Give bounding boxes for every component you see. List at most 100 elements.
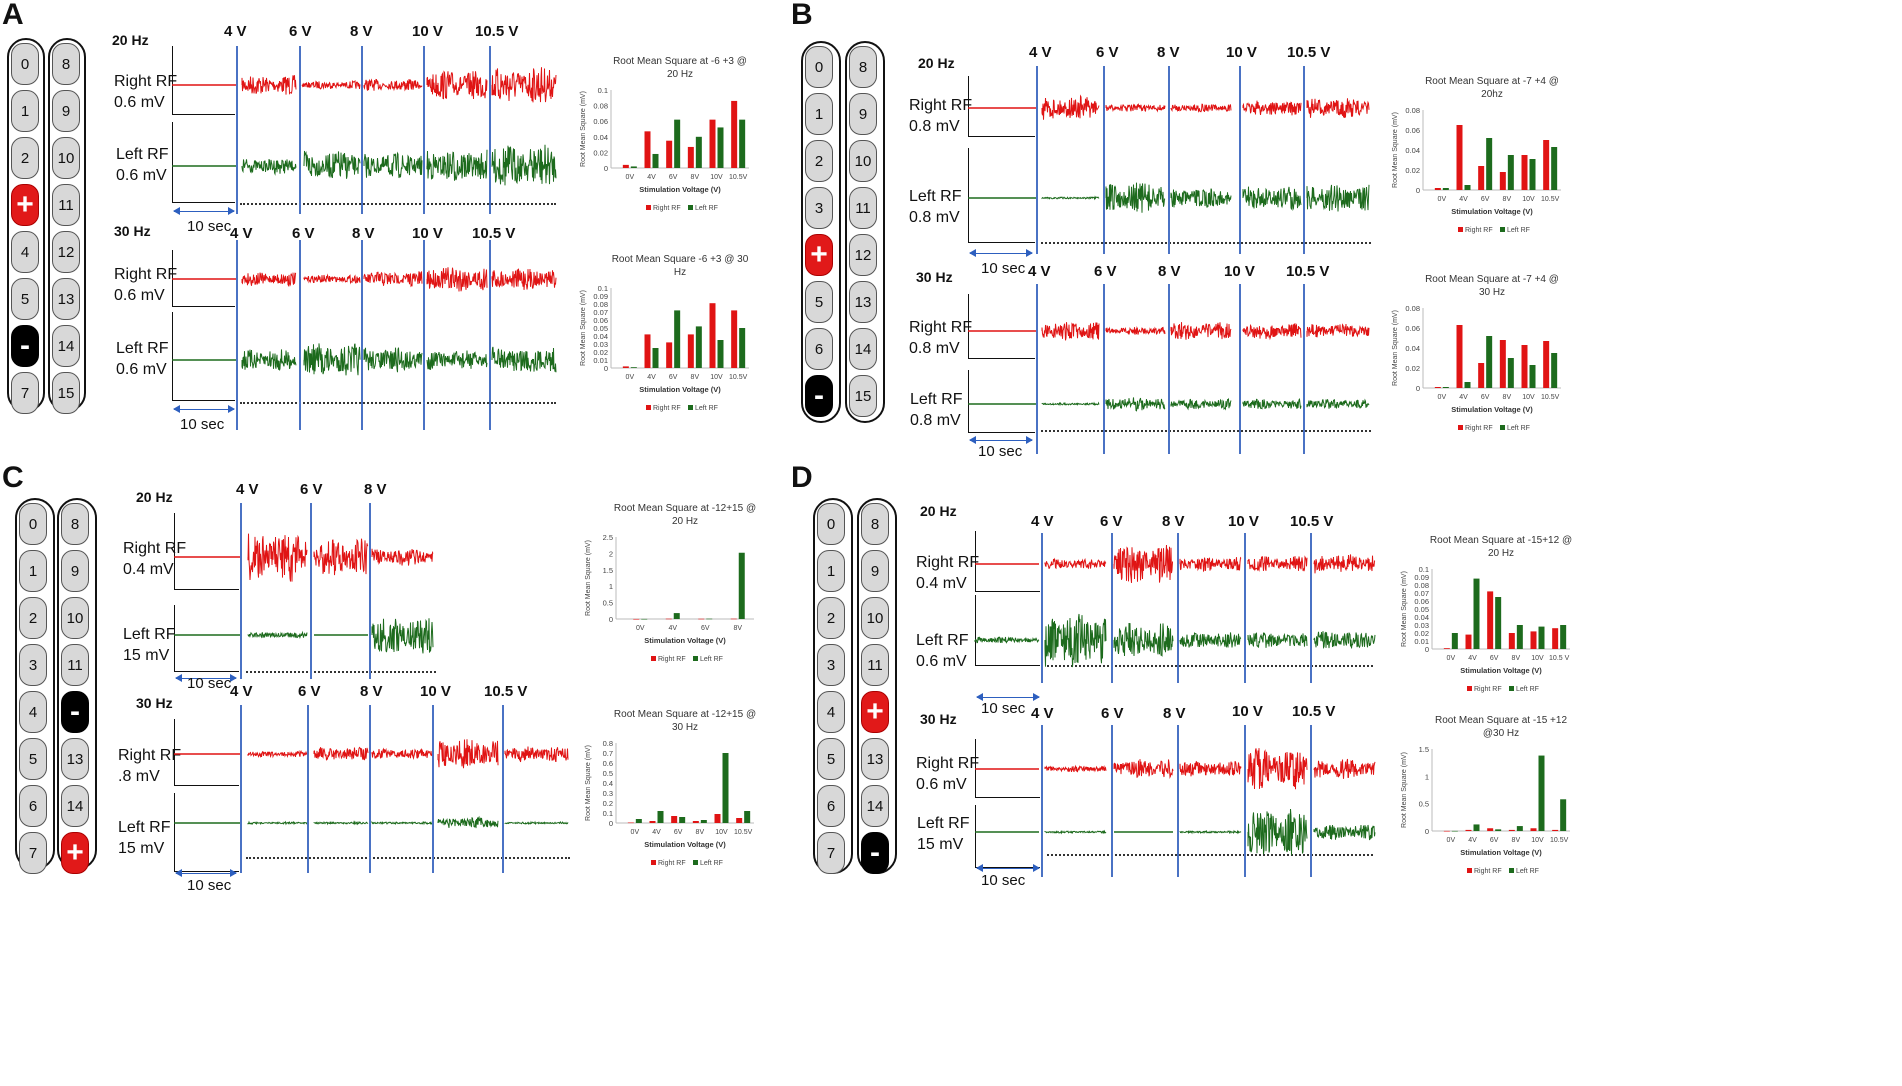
legend-swatch (688, 405, 693, 410)
left-rf-bar (739, 119, 746, 168)
chart-title: Root Mean Square at -12+15 @ 20 Hz (614, 503, 756, 527)
voltage-label: 4 V (224, 23, 247, 40)
amplitude-scale-bracket (968, 148, 1035, 243)
chart-title: Root Mean Square -6 +3 @ 30 Hz (612, 254, 749, 278)
voltage-label: 6 V (1096, 44, 1119, 61)
stim-onset-line (361, 46, 363, 214)
x-tick-label: 8V (691, 374, 700, 381)
x-tick-label: 4V (1459, 196, 1468, 203)
voltage-label: 10 V (1224, 263, 1255, 280)
electrode-contact: 8 (849, 46, 877, 88)
amplitude-scale-bracket (174, 719, 239, 786)
legend-swatch (693, 860, 698, 865)
emg-segment (247, 533, 308, 582)
anode-contact: + (805, 234, 833, 276)
emg-segment (1105, 182, 1166, 213)
left-rf-bar (630, 166, 637, 168)
amplitude-scale-bracket (172, 312, 235, 401)
electrode-contact: 7 (11, 372, 39, 414)
right-rf-bar (709, 303, 716, 368)
electrode-contact: 13 (861, 738, 889, 780)
voltage-label: 4 V (1031, 705, 1054, 722)
voltage-label: 4 V (1029, 44, 1052, 61)
electrode-contact: 5 (19, 738, 47, 780)
stim-onset-line (1036, 284, 1038, 454)
emg-segment (363, 78, 423, 92)
emg-segment (1105, 102, 1166, 113)
left-rf-label: Left RF 0.6 mV (116, 146, 169, 184)
x-tick-label: 6V (701, 625, 710, 632)
voltage-label: 10.5 V (1287, 44, 1331, 61)
emg-segment (1179, 760, 1242, 777)
legend-swatch (1467, 868, 1472, 873)
x-tick-label: 10.5V (734, 829, 753, 836)
emg-segment (1313, 631, 1376, 649)
emg-segment (504, 746, 569, 763)
left-rf-bar (1442, 188, 1449, 190)
stim-onset-line (299, 46, 301, 214)
emg-segment (301, 79, 361, 90)
rms-bar-chart: Root Mean Square at -15+12 @20 Hz00.010.… (1401, 535, 1572, 693)
legend-swatch (688, 205, 693, 210)
time-scale-arrow (969, 436, 1033, 444)
x-tick-label: 6V (1481, 394, 1490, 401)
left-rf-label: Left RF 0.6 mV (916, 632, 969, 670)
emg-segment (247, 630, 308, 640)
emg-trace-svg (174, 815, 569, 829)
legend-swatch (1500, 425, 1505, 430)
legend-swatch (1509, 868, 1514, 873)
emg-segment (303, 150, 361, 179)
electrode-contact: 13 (61, 738, 89, 780)
emg-segment (363, 151, 423, 179)
emg-segment (1113, 544, 1173, 583)
y-tick-label: 0.07 (1414, 589, 1429, 598)
x-tick-label: 10V (715, 829, 728, 836)
right-rf-bar (649, 821, 656, 823)
electrode-contact: 9 (849, 93, 877, 135)
y-tick-label: 0.6 (603, 759, 613, 768)
rms-bar-chart: Root Mean Square at -15 +12 @30 Hz 0 0.5 1 1.… (1401, 715, 1570, 875)
right-rf-bar (698, 618, 705, 620)
left-rf-bar (722, 753, 729, 823)
stim-onset-line (369, 705, 371, 873)
electrode-contact: 13 (849, 281, 877, 323)
x-tick-label: 10V (1531, 837, 1544, 844)
right-rf-bar (1487, 828, 1494, 831)
time-ticks (240, 203, 556, 205)
y-tick-label: 0.04 (1405, 344, 1420, 353)
voltage-label: 4 V (1028, 263, 1051, 280)
y-axis-label: Root Mean Square (mV) (580, 290, 587, 366)
right-rf-bar (687, 146, 694, 168)
right-rf-bar (622, 164, 629, 168)
legend-swatch (1500, 227, 1505, 232)
left-rf-bar (1551, 147, 1558, 190)
electrode-contact: 11 (849, 187, 877, 229)
x-tick-label: 4V (1459, 394, 1468, 401)
right-rf-bar (687, 334, 694, 368)
y-tick-label: 0.5 (603, 769, 613, 778)
left-rf-bar (1495, 597, 1502, 649)
electrode-contact: 10 (52, 137, 80, 179)
right-rf-bar (1552, 829, 1559, 831)
time-ticks (246, 671, 436, 673)
x-tick-label: 6V (669, 174, 678, 181)
x-axis-label: Stimulation Voltage (V) (644, 636, 726, 645)
frequency-label: 20 Hz (920, 503, 957, 519)
left-rf-bar (738, 552, 745, 619)
y-tick-label: 0.04 (593, 133, 608, 142)
x-tick-label: 4V (647, 174, 656, 181)
left-rf-bar (695, 136, 702, 168)
emg-segment (303, 343, 361, 376)
electrode-contact: 15 (849, 375, 877, 417)
y-tick-label: 0 (609, 615, 613, 624)
x-tick-label: 8V (1503, 196, 1512, 203)
voltage-label: 10 V (1232, 703, 1263, 720)
voltage-label: 4 V (230, 683, 253, 700)
amplitude-scale-bracket (172, 122, 235, 203)
stim-onset-line (307, 705, 309, 873)
voltage-label: 6 V (1101, 705, 1124, 722)
cathode-contact: - (805, 375, 833, 417)
voltage-label: 10.5 V (1290, 513, 1334, 530)
emg-segment (1242, 100, 1302, 116)
